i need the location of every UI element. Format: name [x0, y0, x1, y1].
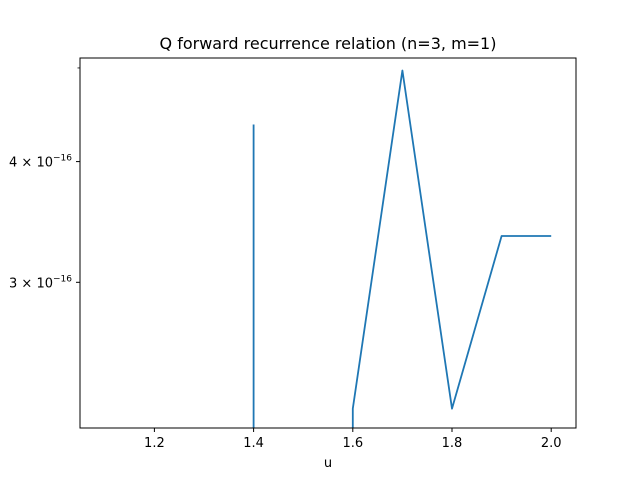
x-axis-label: u: [324, 456, 332, 471]
plot-area-frame: [79, 57, 577, 429]
chart-title: Q forward recurrence relation (n=3, m=1): [160, 34, 497, 53]
series-0-segment-1: [351, 69, 552, 428]
y-tick-label-1: 4 × 10−16: [9, 154, 72, 171]
plot-lines: [252, 69, 552, 428]
x-tick-label-2: 1.6: [342, 436, 363, 451]
x-tick-label-3: 1.8: [442, 436, 463, 451]
y-tick-label-0: 3 × 10−16: [9, 274, 72, 291]
x-tick-label-1: 1.4: [243, 436, 264, 451]
x-tick-label-4: 2.0: [541, 436, 562, 451]
x-axis: 1.2 1.4 1.6 1.8 2.0: [144, 428, 562, 451]
y-axis: 3 × 10−16 4 × 10−16: [9, 67, 80, 291]
x-tick-label-0: 1.2: [144, 436, 165, 451]
